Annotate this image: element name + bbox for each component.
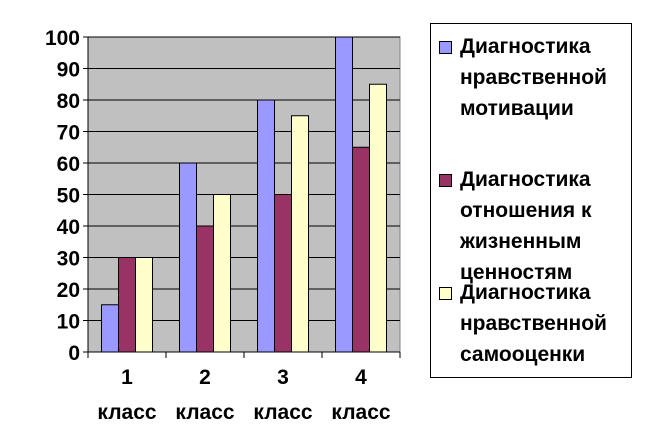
y-tick-label: 50 xyxy=(57,185,80,208)
bar xyxy=(179,162,197,353)
bar xyxy=(257,99,275,353)
x-tick-label: 1 xyxy=(121,366,133,389)
y-tick-label: 40 xyxy=(57,216,80,239)
y-tick-label: 70 xyxy=(57,122,80,145)
bar xyxy=(196,225,214,353)
x-tick-label: класс xyxy=(331,401,390,424)
y-tick-label: 20 xyxy=(57,279,80,302)
axes xyxy=(83,36,401,358)
y-tick-label: 80 xyxy=(57,90,80,113)
legend-swatch-selfesteem xyxy=(439,287,452,300)
x-tick-label: класс xyxy=(175,401,234,424)
x-tick-label: класс xyxy=(97,401,156,424)
bar xyxy=(213,194,231,353)
legend-label-selfesteem: Диагностика нравственной самооценки xyxy=(460,281,607,366)
legend: Диагностика нравственной мотивации Диагн… xyxy=(430,23,632,378)
x-tick-label: 4 xyxy=(355,366,367,389)
bar xyxy=(101,304,119,353)
legend-label-values: Диагностика отношения к жизненным ценнос… xyxy=(460,168,592,284)
bar xyxy=(291,115,309,353)
legend-item-motivation: Диагностика нравственной мотивации xyxy=(439,31,638,124)
legend-item-values: Диагностика отношения к жизненным ценнос… xyxy=(439,164,638,288)
y-tick-label: 30 xyxy=(57,248,80,271)
x-tick-labels: 1 класс 2 класс 3 класс 4 класс xyxy=(97,366,390,424)
bar xyxy=(118,257,136,353)
x-tick-label: класс xyxy=(253,401,312,424)
bar xyxy=(369,83,387,353)
bar xyxy=(352,146,370,353)
bar xyxy=(274,194,292,353)
x-tick-label: 3 xyxy=(277,366,289,389)
y-tick-labels: 0 10 20 30 40 50 60 70 80 90 100 xyxy=(45,27,80,365)
legend-item-selfesteem: Диагностика нравственной самооценки xyxy=(439,277,638,370)
y-tick-label: 10 xyxy=(57,311,80,334)
y-tick-label: 90 xyxy=(57,59,80,82)
bar xyxy=(335,36,353,353)
legend-swatch-values xyxy=(439,174,452,187)
bars-group xyxy=(101,36,387,353)
y-tick-label: 60 xyxy=(57,153,80,176)
y-tick-label: 100 xyxy=(45,27,80,50)
y-tick-label: 0 xyxy=(68,342,80,365)
legend-swatch-motivation xyxy=(439,41,452,54)
bar xyxy=(135,257,153,353)
legend-label-motivation: Диагностика нравственной мотивации xyxy=(460,35,607,120)
x-tick-label: 2 xyxy=(199,366,211,389)
